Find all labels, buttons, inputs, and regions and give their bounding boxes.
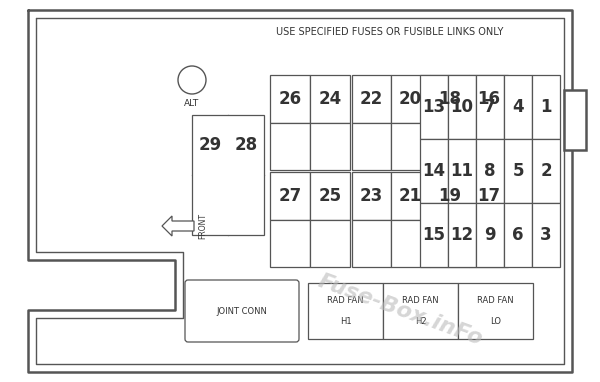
Bar (430, 220, 469, 267)
Bar (420, 75, 448, 139)
Text: 19: 19 (438, 187, 461, 205)
Bar (430, 172, 469, 220)
Bar (430, 75, 469, 123)
Text: 4: 4 (512, 98, 524, 116)
Bar (532, 75, 560, 139)
Text: 23: 23 (360, 187, 383, 205)
Text: ALT: ALT (184, 99, 200, 107)
Text: 13: 13 (422, 98, 446, 116)
Text: 17: 17 (477, 187, 500, 205)
Bar (476, 75, 504, 139)
Bar (430, 123, 469, 170)
Text: 16: 16 (477, 90, 500, 108)
Bar (469, 75, 508, 123)
Bar (448, 203, 476, 267)
Bar (308, 283, 383, 339)
Bar (270, 123, 310, 170)
Text: 29: 29 (199, 136, 221, 154)
FancyBboxPatch shape (185, 280, 299, 342)
Bar (391, 172, 430, 220)
Bar (476, 203, 504, 267)
Text: 11: 11 (451, 162, 473, 180)
Text: 9: 9 (484, 226, 496, 244)
Bar (420, 139, 448, 203)
Text: 10: 10 (451, 98, 473, 116)
Bar (352, 220, 391, 267)
Bar (391, 123, 430, 170)
Bar (448, 139, 476, 203)
Text: 3: 3 (540, 226, 552, 244)
Circle shape (178, 66, 206, 94)
Bar (383, 283, 458, 339)
Text: 15: 15 (422, 226, 445, 244)
Bar (310, 123, 350, 170)
Text: 20: 20 (399, 90, 422, 108)
Text: FRONT: FRONT (198, 213, 207, 239)
Bar (564, 90, 586, 150)
Bar (391, 75, 430, 123)
Text: 7: 7 (484, 98, 496, 116)
Text: 5: 5 (512, 162, 524, 180)
Bar (532, 139, 560, 203)
Bar (352, 172, 391, 220)
Text: USE SPECIFIED FUSES OR FUSIBLE LINKS ONLY: USE SPECIFIED FUSES OR FUSIBLE LINKS ONL… (277, 27, 503, 37)
Text: 21: 21 (399, 187, 422, 205)
Bar (270, 75, 310, 123)
Bar (391, 220, 430, 267)
Text: RAD FAN

H2: RAD FAN H2 (402, 296, 439, 326)
Bar (469, 220, 508, 267)
Polygon shape (162, 216, 194, 236)
Bar (270, 220, 310, 267)
Text: 18: 18 (438, 90, 461, 108)
Text: 25: 25 (319, 187, 341, 205)
Bar (310, 75, 350, 123)
Text: 24: 24 (319, 90, 341, 108)
Text: 1: 1 (540, 98, 552, 116)
Text: 27: 27 (278, 187, 302, 205)
Text: 14: 14 (422, 162, 446, 180)
Bar (532, 203, 560, 267)
Bar (458, 283, 533, 339)
Text: RAD FAN

H1: RAD FAN H1 (327, 296, 364, 326)
Text: 6: 6 (512, 226, 524, 244)
Text: 12: 12 (451, 226, 473, 244)
Bar (192, 115, 264, 235)
Bar (310, 220, 350, 267)
Bar (469, 172, 508, 220)
Text: 22: 22 (360, 90, 383, 108)
Bar (476, 139, 504, 203)
Bar (310, 172, 350, 220)
Text: JOINT CONN: JOINT CONN (217, 306, 268, 316)
Text: Fuse-Box.inFo: Fuse-Box.inFo (315, 271, 485, 349)
Text: RAD FAN

LO: RAD FAN LO (477, 296, 514, 326)
Bar (420, 203, 448, 267)
Bar (469, 123, 508, 170)
Bar (504, 139, 532, 203)
Bar (352, 123, 391, 170)
Text: 28: 28 (235, 136, 257, 154)
Bar (352, 75, 391, 123)
Bar (504, 203, 532, 267)
Bar (504, 75, 532, 139)
Bar (270, 172, 310, 220)
Text: 26: 26 (278, 90, 302, 108)
Text: 2: 2 (540, 162, 552, 180)
Bar (448, 75, 476, 139)
Text: 8: 8 (484, 162, 496, 180)
